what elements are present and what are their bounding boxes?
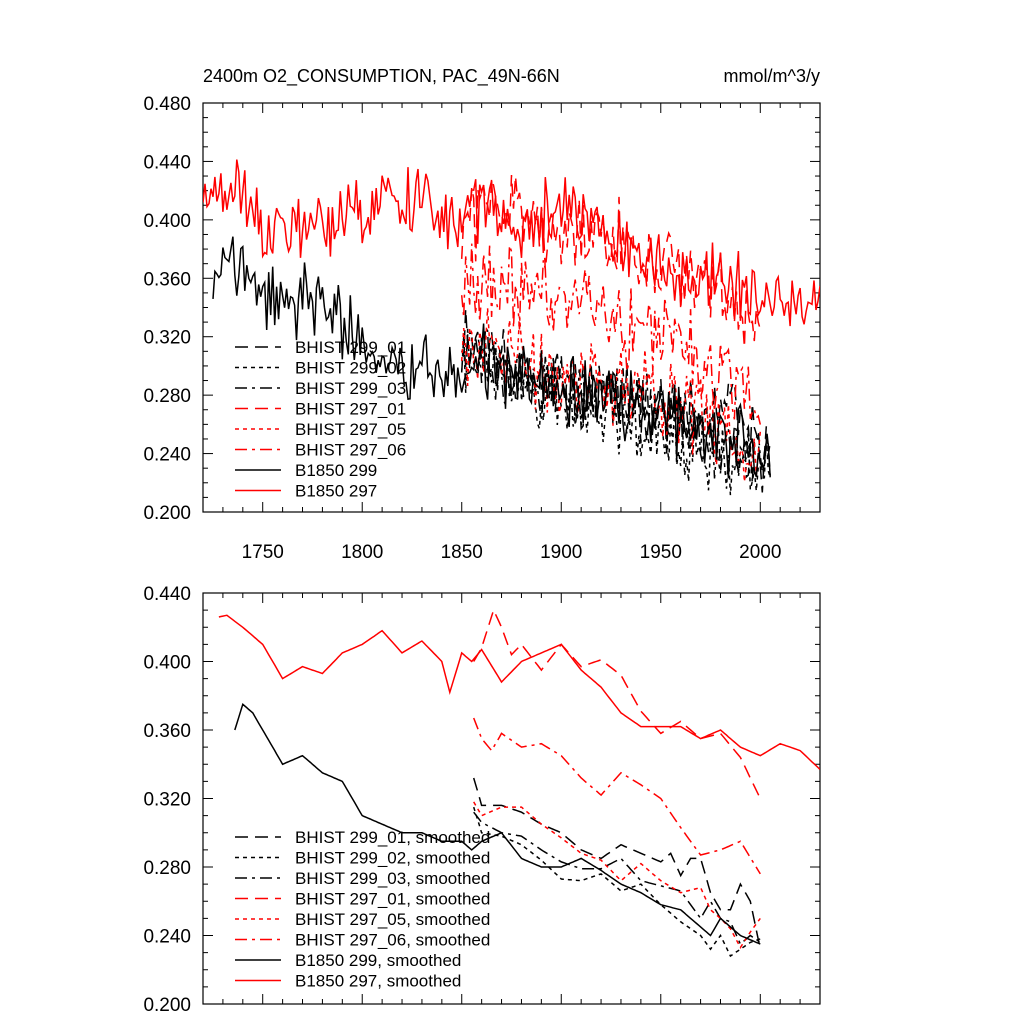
- top-legend-label: BHIST 297_05: [295, 420, 406, 439]
- bottom-y-tick-label: 0.320: [143, 790, 191, 811]
- top-series-bhist-299-02: [460, 328, 771, 496]
- top-series-bhist-297-05: [460, 307, 762, 482]
- bottom-y-tick-label: 0.280: [143, 858, 191, 879]
- top-y-tick-label: 0.360: [143, 269, 191, 290]
- bottom-series-b1850-299-smoothed: [234, 702, 761, 945]
- bottom-y-tick-label: 0.400: [143, 653, 191, 674]
- bottom-y-tick-label: 0.200: [143, 995, 191, 1016]
- bottom-legend-label: BHIST 299_01, smoothed: [295, 828, 490, 847]
- top-legend-label: BHIST 297_01: [295, 400, 406, 419]
- top-x-tick-label: 1900: [540, 542, 582, 563]
- bottom-legend-label: BHIST 297_06, smoothed: [295, 931, 490, 950]
- bottom-series-group: [218, 608, 820, 958]
- top-x-tick-label: 1800: [341, 542, 383, 563]
- top-legend-label: BHIST 299_02: [295, 359, 406, 378]
- top-y-tick-label: 0.240: [143, 445, 191, 466]
- top-y-tick-label: 0.320: [143, 328, 191, 349]
- top-y-tick-label: 0.200: [143, 503, 191, 524]
- bottom-y-tick-label: 0.440: [143, 584, 191, 605]
- top-legend-label: BHIST 297_06: [295, 441, 406, 460]
- bottom-series-bhist-299-03-smoothed: [473, 811, 761, 946]
- bottom-series-b1850-297-smoothed: [218, 614, 820, 770]
- top-legend-label: B1850 299: [295, 461, 377, 480]
- top-y-tick-label: 0.400: [143, 211, 191, 232]
- bottom-y-tick-label: 0.240: [143, 927, 191, 948]
- bottom-series-bhist-297-01-smoothed: [473, 608, 761, 799]
- top-legend-label: BHIST 299_03: [295, 379, 406, 398]
- top-series-b1850-299: [212, 236, 771, 479]
- bottom-legend-label: BHIST 297_01, smoothed: [295, 890, 490, 909]
- bottom-legend-label: BHIST 297_05, smoothed: [295, 910, 490, 929]
- top-legend-label: BHIST 299_01: [295, 338, 406, 357]
- bottom-series-bhist-297-06-smoothed: [472, 717, 761, 875]
- top-series-bhist-297-01: [460, 174, 762, 348]
- top-chart-title: 2400m O2_CONSUMPTION, PAC_49N-66N: [203, 66, 560, 87]
- top-chart-units: mmol/m^3/y: [724, 66, 820, 86]
- top-y-tick-label: 0.480: [143, 94, 191, 115]
- top-legend-label: B1850 297: [295, 482, 377, 501]
- bottom-y-tick-label: 0.360: [143, 721, 191, 742]
- bottom-series-bhist-297-05-smoothed: [473, 801, 761, 949]
- top-series-group: [203, 159, 820, 496]
- top-x-tick-label: 1850: [441, 542, 483, 563]
- top-x-tick-label: 1950: [640, 542, 682, 563]
- bottom-legend-label: BHIST 299_02, smoothed: [295, 849, 490, 868]
- top-y-tick-label: 0.280: [143, 386, 191, 407]
- top-series-bhist-297-06: [460, 243, 762, 425]
- bottom-series-bhist-299-01-smoothed: [472, 777, 762, 950]
- bottom-legend-label: B1850 299, smoothed: [295, 951, 461, 970]
- bottom-legend-label: B1850 297, smoothed: [295, 972, 461, 991]
- top-x-tick-label: 1750: [242, 542, 284, 563]
- top-series-b1850-297: [203, 159, 820, 327]
- top-y-tick-label: 0.440: [143, 152, 191, 173]
- top-x-tick-label: 2000: [739, 542, 781, 563]
- bottom-legend-label: BHIST 299_03, smoothed: [295, 869, 490, 888]
